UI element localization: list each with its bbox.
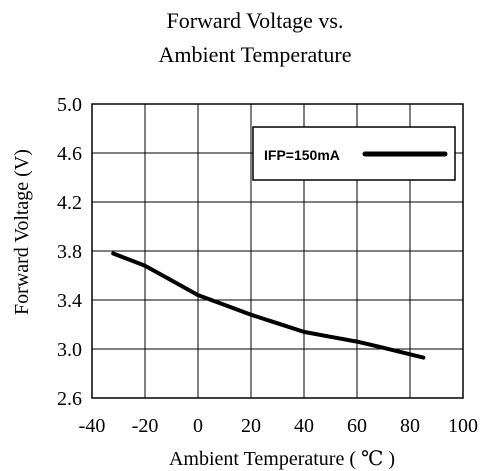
x-tick-label: 80 bbox=[400, 415, 420, 437]
plot-frame bbox=[91, 103, 464, 399]
plot-border bbox=[91, 103, 464, 399]
x-tick-label: -40 bbox=[79, 415, 106, 437]
x-tick-label: -20 bbox=[132, 415, 159, 437]
series-line bbox=[111, 251, 426, 360]
chart-title: Forward Voltage vs. Ambient Temperature bbox=[159, 8, 352, 67]
y-tick-label: 3.8 bbox=[57, 241, 82, 263]
y-tick-label: 4.2 bbox=[57, 192, 82, 214]
y-tick-label: 3.4 bbox=[57, 290, 82, 312]
y-axis-label: Forward Voltage (V) bbox=[11, 149, 33, 315]
series-layer bbox=[111, 251, 426, 360]
y-axis-ticks: 2.6 3.0 3.4 3.8 4.2 4.6 5.0 bbox=[57, 94, 82, 410]
x-tick-label: 0 bbox=[193, 415, 203, 437]
y-tick-label: 4.6 bbox=[57, 143, 82, 165]
chart-title-line-2: Ambient Temperature bbox=[159, 42, 352, 67]
x-axis-label: Ambient Temperature ( ℃ ) bbox=[169, 448, 395, 470]
x-tick-label: 20 bbox=[241, 415, 261, 437]
x-axis-ticks: -40 -20 0 20 40 60 80 100 bbox=[79, 415, 478, 437]
y-tick-label: 3.0 bbox=[57, 339, 82, 361]
x-tick-label: 60 bbox=[347, 415, 367, 437]
chart-title-line-1: Forward Voltage vs. bbox=[166, 8, 343, 33]
legend-label: IFP=150mA bbox=[264, 147, 340, 163]
y-tick-label: 5.0 bbox=[57, 94, 82, 116]
x-tick-label: 100 bbox=[448, 415, 478, 437]
y-tick-label: 2.6 bbox=[57, 388, 82, 410]
x-tick-label: 40 bbox=[294, 415, 314, 437]
legend: IFP=150mA bbox=[252, 126, 456, 181]
